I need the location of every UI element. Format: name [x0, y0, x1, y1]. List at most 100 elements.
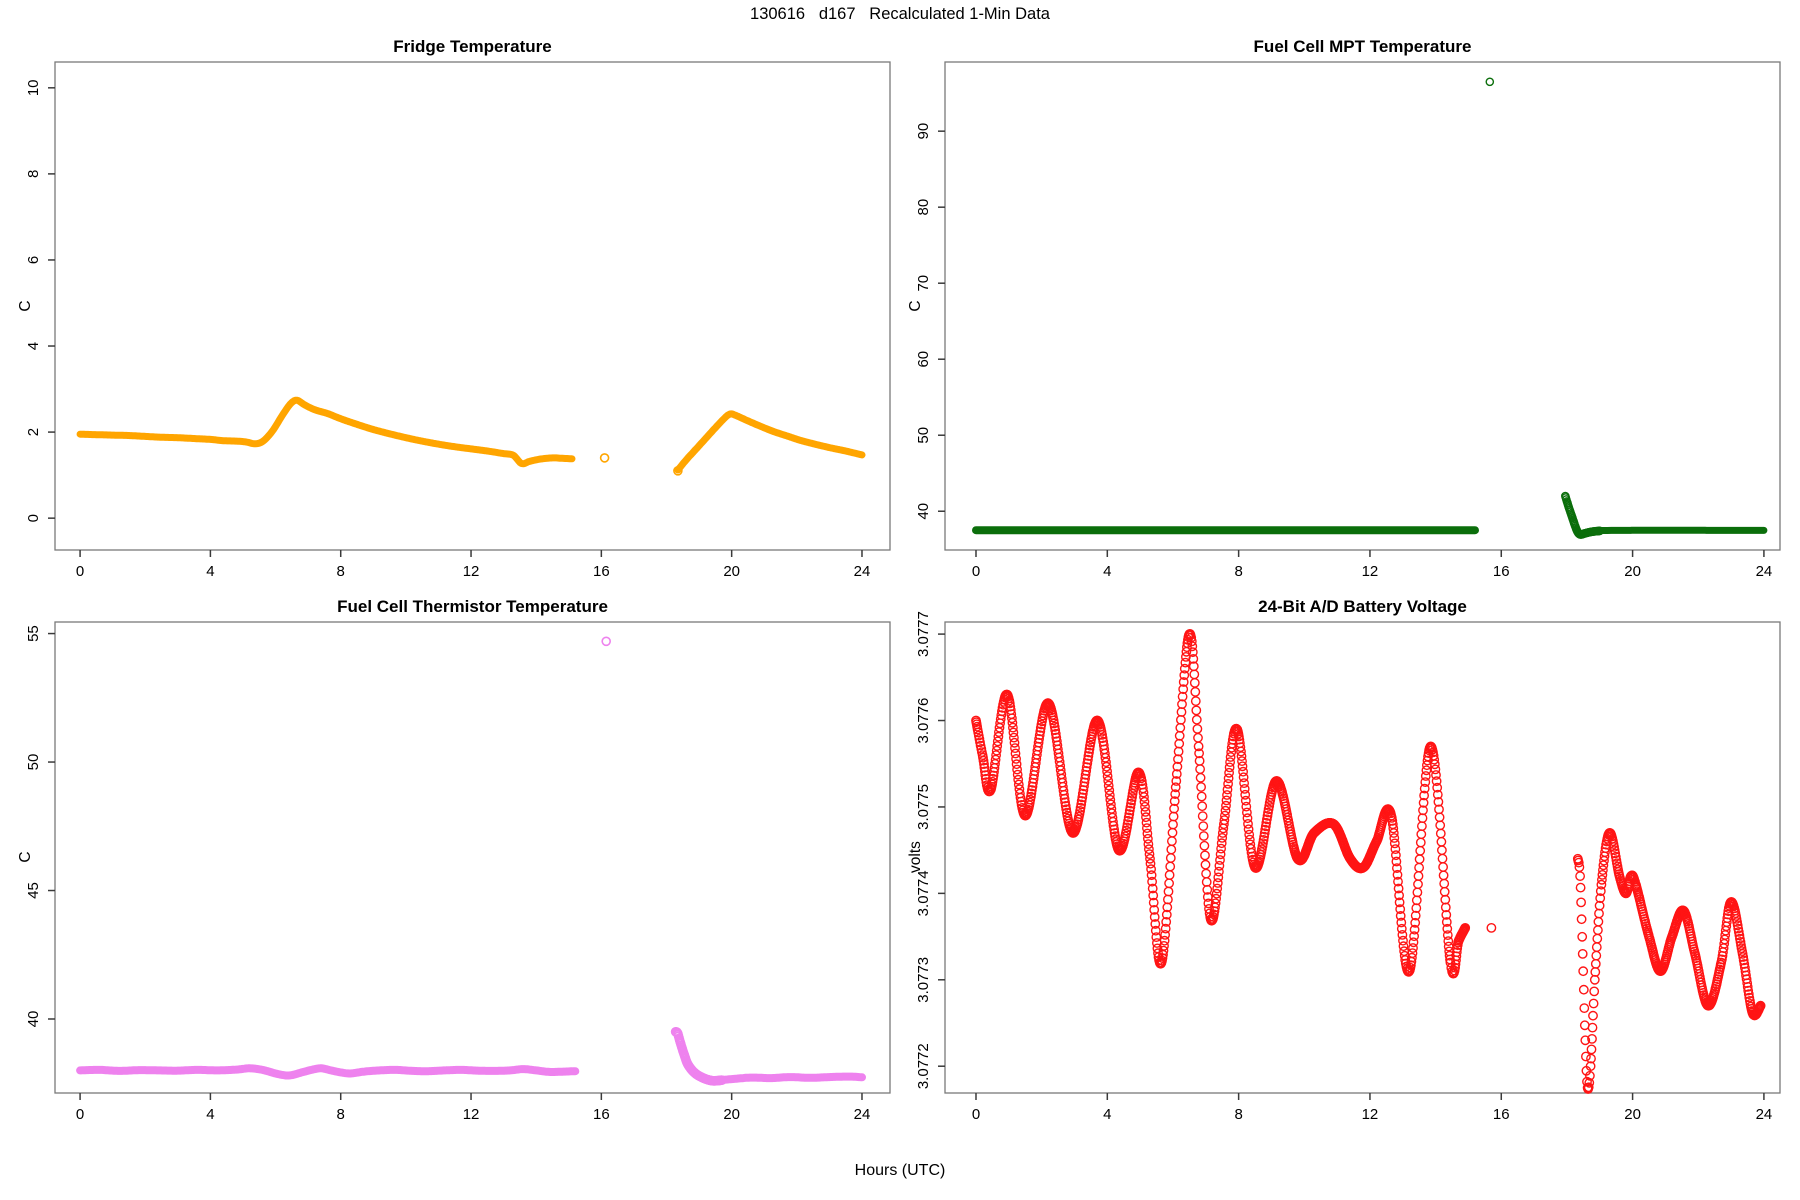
- battery-voltage-data-point: [1396, 923, 1407, 934]
- battery-voltage-data-point: [991, 745, 1002, 756]
- battery-voltage-data-point: [1171, 769, 1182, 779]
- battery-voltage-data-point: [1220, 805, 1231, 816]
- battery-voltage-data-point: [1594, 900, 1605, 911]
- fuel-cell-thermistor-temperature-x-tick-label: 12: [463, 1106, 480, 1123]
- battery-voltage-data-point: [1596, 879, 1607, 890]
- battery-voltage-data-point: [1595, 886, 1606, 897]
- battery-voltage-data-point: [1176, 715, 1186, 725]
- battery-voltage-data-point: [990, 754, 1001, 765]
- battery-voltage-data-point: [1717, 954, 1727, 965]
- battery-voltage-data-point: [1174, 730, 1185, 741]
- battery-voltage-data-point: [1188, 654, 1199, 664]
- battery-voltage-data-point: [1390, 844, 1401, 854]
- battery-voltage-data-point: [1440, 902, 1451, 913]
- battery-voltage-data-point: [1258, 835, 1269, 845]
- battery-voltage-data-point: [1578, 984, 1589, 995]
- fridge-temperature-y-tick-label: 0: [25, 514, 42, 522]
- fridge-temperature-series-line: [674, 410, 866, 474]
- battery-voltage-data-point: [1450, 962, 1461, 973]
- battery-voltage-data-point: [1165, 853, 1176, 863]
- battery-voltage-data-point: [1262, 814, 1272, 825]
- battery-voltage-data-point: [1145, 858, 1156, 869]
- panel-title-battery-voltage: 24-Bit A/D Battery Voltage: [1258, 597, 1467, 616]
- battery-voltage-data-point: [1220, 810, 1230, 821]
- battery-voltage-data-point: [1150, 919, 1161, 929]
- battery-voltage-data-point: [1420, 771, 1431, 781]
- battery-voltage-data-point: [1216, 838, 1227, 849]
- battery-voltage-data-point: [1199, 840, 1210, 851]
- battery-voltage-data-point: [1211, 888, 1222, 899]
- battery-voltage-data-point: [1198, 821, 1209, 831]
- battery-voltage-data-point: [1580, 1035, 1591, 1046]
- fridge-temperature-outlier-point: [599, 453, 610, 463]
- fuel-cell-mpt-temperature-frame: [944, 61, 1781, 551]
- battery-voltage-data-point: [1742, 978, 1753, 988]
- battery-voltage-data-point: [1194, 748, 1205, 759]
- fridge-temperature-x-tick-label: 16: [593, 563, 610, 580]
- battery-voltage-data-point: [1413, 871, 1424, 881]
- battery-voltage-data-point: [1166, 844, 1177, 855]
- battery-voltage-data-point: [1437, 853, 1448, 864]
- fuel-cell-mpt-temperature-series-line: [1591, 526, 1768, 535]
- battery-voltage-data-point: [1236, 746, 1246, 757]
- battery-voltage-data-point: [1177, 699, 1187, 710]
- battery-voltage-data-point: [1588, 998, 1599, 1009]
- battery-voltage-data-point: [1721, 917, 1732, 927]
- battery-voltage-data-point: [1417, 821, 1427, 831]
- battery-voltage-data-point: [1143, 833, 1153, 844]
- battery-voltage-data-point: [1147, 876, 1158, 887]
- battery-voltage-data-point: [1027, 785, 1037, 795]
- fridge-temperature-x-tick-label: 12: [463, 563, 480, 580]
- battery-voltage-data-point: [991, 750, 1001, 760]
- battery-voltage-data-point: [1443, 936, 1454, 946]
- battery-voltage-data-point: [1195, 764, 1206, 774]
- battery-voltage-data-point: [1214, 860, 1225, 871]
- battery-voltage-data-point: [1010, 748, 1021, 759]
- battery-voltage-data-point: [1262, 811, 1273, 821]
- battery-voltage-data-point: [1441, 917, 1452, 927]
- battery-voltage-data-point: [1437, 845, 1447, 856]
- battery-voltage-data-point: [1598, 865, 1608, 875]
- fuel-cell-thermistor-temperature-y-tick-label: 50: [25, 754, 42, 771]
- battery-voltage-data-point: [1201, 868, 1212, 879]
- battery-voltage-data-point: [1216, 843, 1227, 854]
- battery-voltage-data-point: [1743, 985, 1754, 996]
- battery-voltage-data-point: [1009, 737, 1020, 748]
- fuel-cell-thermistor-temperature-series-line: [708, 1072, 866, 1085]
- battery-voltage-data-point: [1439, 878, 1450, 889]
- battery-voltage-data-point: [1050, 725, 1061, 736]
- battery-voltage-data-point: [1219, 815, 1230, 825]
- panel-fuel-cell-thermistor-temperature: 0 4 8 12 16 20 24 40 45 50 55: [25, 621, 891, 1123]
- battery-voltage-data-point: [1439, 886, 1450, 897]
- battery-voltage-x-tick-label: 8: [1234, 1106, 1242, 1123]
- battery-voltage-data-point: [1102, 766, 1113, 777]
- battery-voltage-data-point: [1222, 790, 1232, 800]
- battery-voltage-data-point: [1396, 917, 1407, 928]
- fuel-cell-mpt-temperature-y-tick-label: 90: [915, 123, 932, 140]
- battery-voltage-data-point: [1102, 771, 1113, 781]
- battery-voltage-data-point: [1593, 925, 1603, 935]
- panel-battery-voltage: 0 4 8 12 16 20 24 3.0772 3.0773 3.0774 3.0775 3.077…: [915, 611, 1781, 1123]
- fridge-temperature-x-tick-label: 8: [337, 563, 345, 580]
- battery-voltage-data-point: [1579, 1003, 1590, 1013]
- fuel-cell-mpt-temperature-x-tick-label: 0: [972, 563, 980, 580]
- battery-voltage-data-point: [1197, 801, 1208, 812]
- battery-voltage-data-point: [1187, 647, 1198, 658]
- battery-voltage-data-point: [1419, 790, 1430, 801]
- battery-voltage-data-point: [1243, 819, 1253, 829]
- battery-voltage-data-point: [1393, 876, 1403, 887]
- battery-voltage-data-point: [1101, 757, 1111, 768]
- battery-voltage-data-point: [1234, 734, 1245, 745]
- battery-voltage-data-point: [1576, 897, 1587, 908]
- battery-voltage-data-point: [1179, 670, 1190, 681]
- battery-voltage-data-point: [1575, 871, 1586, 881]
- fridge-temperature-x-tick-label: 24: [854, 563, 871, 580]
- battery-voltage-data-point: [1169, 796, 1180, 807]
- battery-voltage-data-point: [1591, 950, 1602, 961]
- battery-voltage-data-point: [1438, 862, 1449, 872]
- battery-voltage-data-point: [1159, 941, 1169, 951]
- battery-voltage-data-point: [1191, 705, 1202, 716]
- panel-title-fuel-cell-mpt-temperature: Fuel Cell MPT Temperature: [1253, 37, 1472, 56]
- battery-voltage-data-point: [1026, 791, 1036, 802]
- battery-voltage-data-point: [1587, 1034, 1597, 1044]
